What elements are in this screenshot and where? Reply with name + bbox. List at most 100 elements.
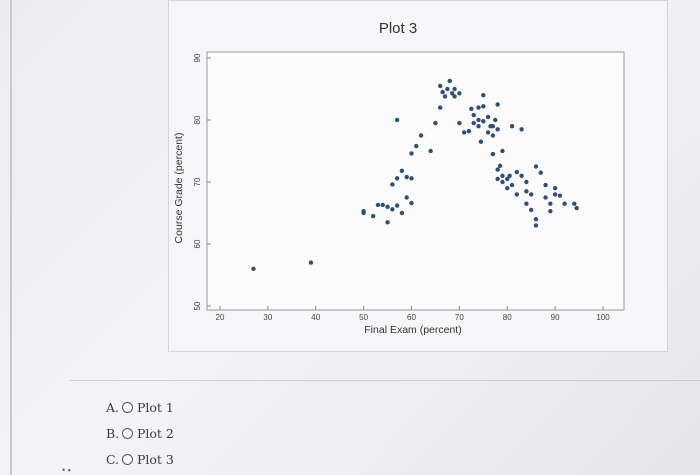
data-point — [481, 119, 486, 124]
data-point — [404, 195, 409, 200]
data-point — [543, 182, 548, 188]
radio-icon[interactable] — [122, 401, 133, 413]
data-point — [452, 94, 457, 99]
x-tick-label: 60 — [407, 313, 416, 322]
x-tick-label: 90 — [551, 313, 560, 322]
data-point — [528, 207, 534, 213]
data-point — [548, 208, 553, 214]
option-c[interactable]: C. Plot 3 — [106, 447, 174, 471]
data-point — [409, 200, 414, 206]
data-point — [500, 148, 505, 154]
data-point — [471, 112, 476, 118]
x-tick-label: 100 — [596, 313, 610, 322]
data-point — [447, 78, 452, 84]
data-point — [500, 179, 505, 185]
data-point — [471, 120, 476, 126]
data-point — [481, 93, 486, 98]
data-point — [449, 91, 455, 96]
data-point — [478, 139, 484, 144]
data-point — [485, 130, 491, 135]
option-label: Plot 1 — [137, 399, 174, 415]
x-tick-label: 40 — [311, 313, 320, 322]
data-point — [538, 170, 543, 175]
option-label: Plot 2 — [137, 425, 174, 441]
option-a[interactable]: A. Plot 1 — [106, 395, 174, 419]
data-point — [404, 174, 409, 180]
radio-icon[interactable] — [122, 453, 133, 465]
data-point — [574, 205, 579, 211]
data-point — [519, 173, 524, 178]
x-tick-label: 50 — [359, 313, 368, 322]
data-point — [533, 223, 539, 228]
data-point — [495, 167, 500, 172]
data-point — [495, 127, 500, 132]
option-letter: C. — [106, 451, 120, 467]
data-point — [251, 266, 256, 271]
data-point — [476, 124, 481, 129]
data-point — [390, 207, 395, 212]
y-tick-label: 90 — [193, 53, 202, 62]
data-point — [418, 133, 424, 138]
data-point — [505, 186, 510, 191]
data-point — [524, 189, 529, 194]
data-point — [485, 114, 491, 120]
data-point — [409, 176, 414, 181]
data-point — [466, 128, 472, 134]
data-point — [490, 133, 496, 138]
option-label: Plot 3 — [137, 451, 174, 467]
data-point — [394, 176, 400, 181]
option-letter: B. — [106, 425, 120, 441]
data-point — [394, 117, 400, 123]
data-point — [552, 186, 558, 191]
data-point — [490, 151, 496, 157]
data-point — [385, 204, 390, 209]
x-tick-label: 70 — [455, 313, 464, 322]
data-point — [481, 104, 486, 109]
data-point — [519, 127, 524, 132]
data-point — [495, 102, 500, 107]
data-point — [409, 151, 414, 156]
data-point — [452, 86, 457, 92]
data-point — [533, 217, 539, 222]
y-axis-label: Course Grade (percent) — [173, 133, 185, 244]
y-tick-label: 80 — [193, 115, 202, 124]
data-point — [533, 164, 539, 169]
data-point — [385, 220, 390, 225]
page-edge — [10, 0, 12, 475]
data-point — [308, 260, 314, 265]
data-point — [557, 193, 563, 198]
data-point — [493, 117, 498, 123]
data-point — [476, 117, 481, 123]
data-point — [440, 89, 445, 95]
x-axis-label: Final Exam (percent) — [364, 324, 461, 336]
data-point — [524, 179, 529, 185]
data-point — [548, 201, 553, 206]
data-point — [390, 182, 395, 187]
data-point — [572, 201, 577, 206]
y-tick-label: 60 — [193, 239, 202, 248]
data-point — [361, 208, 366, 214]
data-point — [490, 124, 496, 129]
radio-icon[interactable] — [122, 427, 133, 439]
data-point — [495, 176, 500, 182]
data-point — [428, 148, 433, 154]
data-point — [461, 130, 467, 135]
data-point — [380, 202, 385, 208]
data-point — [509, 124, 515, 129]
data-point — [497, 163, 503, 169]
bottom-mark: • ▪ — [62, 465, 71, 475]
data-point — [445, 86, 450, 92]
data-point — [524, 201, 529, 206]
data-point — [528, 192, 534, 197]
option-b[interactable]: B. Plot 2 — [106, 421, 174, 445]
data-point — [552, 192, 558, 197]
data-point — [514, 169, 520, 175]
chart-title: Plot 3 — [379, 20, 417, 37]
data-point — [514, 192, 520, 197]
data-point — [438, 83, 443, 89]
data-point — [562, 201, 567, 206]
data-point — [394, 203, 400, 208]
y-tick-label: 70 — [193, 177, 202, 186]
scatter-plot: Plot 3 Final Exam (percent) Course Grade… — [173, 20, 625, 336]
x-tick-label: 80 — [503, 313, 512, 322]
